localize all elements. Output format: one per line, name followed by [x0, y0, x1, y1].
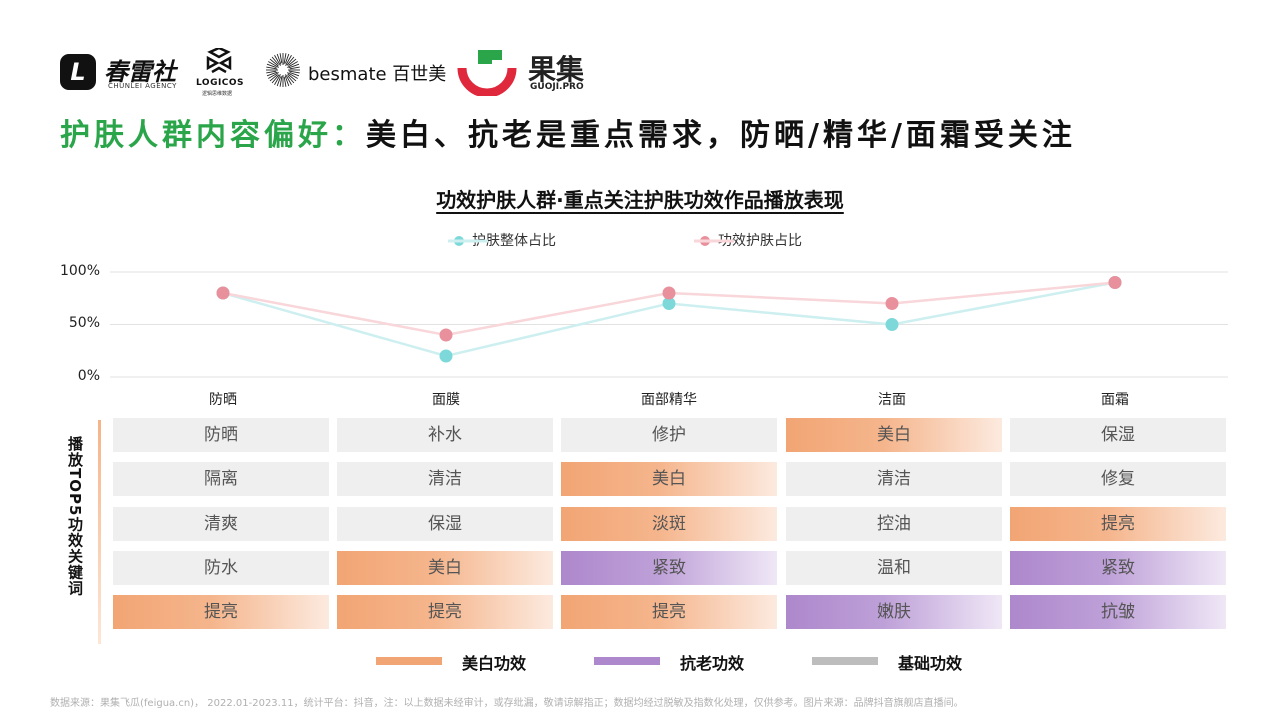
keyword-cell: 防晒: [113, 418, 329, 452]
besmate-logo-icon: [266, 53, 300, 87]
keyword-cell: 紧致: [1010, 551, 1226, 585]
data-point-series-0: [662, 297, 676, 310]
page-headline: 护肤人群内容偏好：美白、抗老是重点需求，防晒/精华/面霜受关注: [60, 110, 1076, 154]
data-point-series-0: [439, 349, 453, 363]
keyword-cell: 淡斑: [561, 507, 777, 541]
keyword-cell: 提亮: [561, 595, 777, 629]
legend-antiaging-swatch: [594, 657, 660, 665]
besmate-logo-text: besmate 百世美: [308, 64, 447, 85]
footnote: 数据来源：果集飞瓜(feigua.cn)， 2022.01-2023.11，统计…: [50, 698, 964, 709]
keyword-cell: 保湿: [337, 507, 553, 541]
legend-whitening: 美白功效: [376, 650, 576, 673]
chart-title-text: 功效护肤人群·重点关注护肤功效作品播放表现: [436, 188, 844, 212]
data-point-series-1: [439, 328, 453, 342]
data-point-series-1: [662, 286, 676, 300]
keyword-cell: 控油: [786, 507, 1002, 541]
y-tick-label: 0%: [77, 368, 100, 384]
keyword-cell: 清洁: [337, 462, 553, 496]
side-accent-line: [98, 420, 101, 644]
keyword-cell: 抗皱: [1010, 595, 1226, 629]
keyword-cell: 美白: [561, 462, 777, 496]
keyword-cell: 防水: [113, 551, 329, 585]
keyword-cell: 补水: [337, 418, 553, 452]
keyword-cell: 清爽: [113, 507, 329, 541]
keyword-cell: 隔离: [113, 462, 329, 496]
chunlei-logo-text: 春雷社: [104, 57, 176, 86]
logicos-logo-icon: [206, 48, 232, 74]
guoji-logo-subtext: GUOJI.PRO: [530, 82, 584, 92]
legend-antiaging: 抗老功效: [594, 650, 794, 673]
keyword-cell: 保湿: [1010, 418, 1226, 452]
chunlei-logo-icon: L: [60, 54, 96, 90]
keyword-cell: 紧致: [561, 551, 777, 585]
y-tick-label: 100%: [59, 263, 100, 279]
keyword-cell: 提亮: [337, 595, 553, 629]
legend-whitening-swatch: [376, 657, 442, 665]
legend-overall-label: 护肤整体占比: [472, 233, 556, 249]
x-tick-label: 洁面: [878, 392, 906, 408]
table-side-label: 播放TOP5功效关键词: [66, 436, 84, 597]
keyword-cell: 温和: [786, 551, 1002, 585]
y-tick-label: 50%: [68, 315, 100, 331]
x-tick-label: 面霜: [1101, 392, 1129, 408]
keyword-cell: 提亮: [1010, 507, 1226, 541]
keyword-cell: 清洁: [786, 462, 1002, 496]
chunlei-logo-subtext: CHUNLEI AGENCY: [108, 82, 177, 90]
data-point-series-1: [885, 297, 899, 310]
legend-basic-label: 基础功效: [898, 654, 963, 673]
legend-basic: 基础功效: [812, 650, 1012, 673]
keyword-cell: 嫩肤: [786, 595, 1002, 629]
x-tick-label: 防晒: [209, 392, 237, 408]
guoji-logo-text: 果集: [528, 53, 585, 86]
headline-green: 护肤人群内容偏好：: [60, 118, 366, 153]
x-tick-label: 面部精华: [641, 392, 697, 408]
keyword-cell: 修护: [561, 418, 777, 452]
chart-title: 功效护肤人群·重点关注护肤功效作品播放表现: [0, 184, 1280, 213]
logicos-logo-text: LOGICOS: [196, 78, 245, 88]
line-chart: [110, 239, 1228, 378]
legend-whitening-label: 美白功效: [462, 654, 527, 673]
keyword-cell: 修复: [1010, 462, 1226, 496]
brand-logos: L 春雷社 CHUNLEI AGENCY LOGICOS 逻辑思维数据 besm…: [60, 46, 620, 98]
guoji-logo-icon: [457, 50, 517, 96]
data-point-series-0: [885, 318, 899, 331]
data-point-series-1: [1108, 276, 1122, 289]
data-point-series-1: [216, 286, 230, 300]
x-tick-label: 面膜: [432, 392, 460, 408]
keyword-cell: 美白: [337, 551, 553, 585]
legend-efficacy-label: 功效护肤占比: [718, 233, 802, 249]
logicos-logo-subtext: 逻辑思维数据: [202, 91, 233, 97]
legend-antiaging-label: 抗老功效: [680, 654, 745, 673]
headline-black: 美白、抗老是重点需求，防晒/精华/面霜受关注: [366, 118, 1076, 153]
keyword-cell: 美白: [786, 418, 1002, 452]
legend-basic-swatch: [812, 657, 878, 665]
keyword-cell: 提亮: [113, 595, 329, 629]
